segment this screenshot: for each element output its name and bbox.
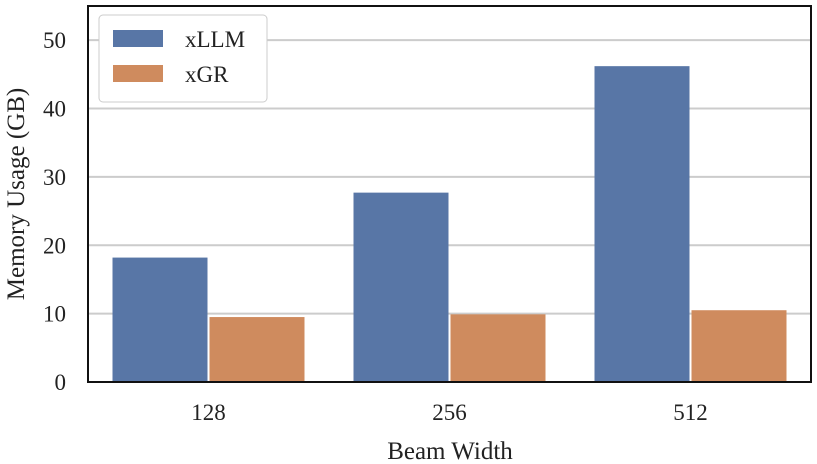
y-tick-label: 20 bbox=[43, 233, 66, 258]
y-tick-label: 30 bbox=[43, 165, 66, 190]
legend: xLLM xGR bbox=[98, 14, 268, 103]
y-tick-label: 0 bbox=[55, 370, 67, 395]
x-axis-label: Beam Width bbox=[387, 438, 513, 464]
legend-swatch-xgr bbox=[113, 65, 163, 82]
y-tick-label: 50 bbox=[43, 28, 66, 53]
y-axis-label: Memory Usage (GB) bbox=[3, 88, 30, 300]
y-tick-labels: 0 10 20 30 40 50 bbox=[43, 28, 66, 395]
bar-xllm-256 bbox=[353, 192, 449, 382]
bar-xllm-512 bbox=[594, 66, 690, 382]
legend-label-xgr: xGR bbox=[185, 62, 229, 87]
plot-frame bbox=[87, 5, 812, 383]
legend-swatch-xllm bbox=[113, 30, 163, 47]
bars bbox=[112, 66, 787, 382]
bar-xgr-512 bbox=[691, 310, 787, 382]
legend-label-xllm: xLLM bbox=[185, 27, 245, 52]
y-tick-label: 10 bbox=[43, 302, 66, 327]
bar-xllm-128 bbox=[112, 257, 208, 382]
x-tick-label: 256 bbox=[432, 400, 467, 425]
bar-xgr-128 bbox=[209, 317, 305, 382]
x-tick-labels: 128 256 512 bbox=[191, 400, 708, 425]
x-tick-label: 512 bbox=[673, 400, 708, 425]
x-tick-label: 128 bbox=[191, 400, 226, 425]
y-tick-label: 40 bbox=[43, 97, 66, 122]
bar-xgr-256 bbox=[450, 314, 546, 382]
